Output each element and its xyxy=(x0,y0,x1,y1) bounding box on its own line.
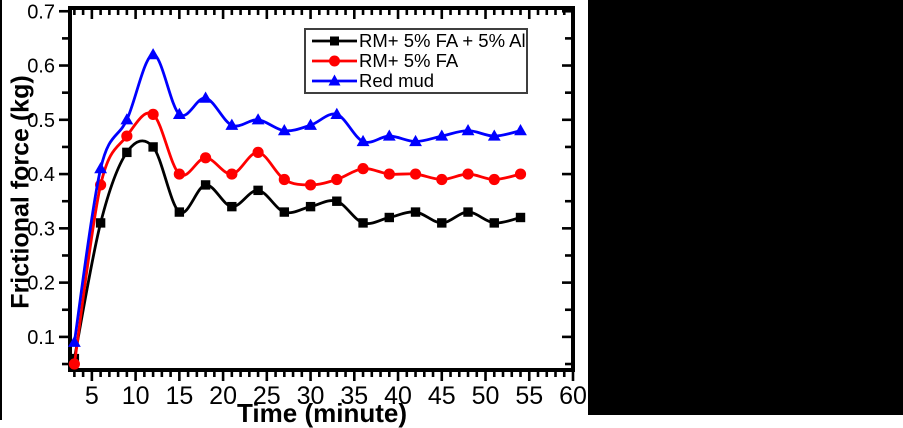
data-point-triangle-up xyxy=(251,113,265,125)
y-axis-title: Frictional force (kg) xyxy=(6,75,35,309)
data-point-square xyxy=(253,185,263,196)
data-point-triangle-up xyxy=(514,124,527,136)
x-tick-label: 50 xyxy=(472,382,500,410)
data-point-triangle-up xyxy=(277,124,291,136)
data-point-square xyxy=(463,207,473,217)
data-point-triangle-up xyxy=(304,118,317,130)
data-point-triangle-up xyxy=(435,129,449,141)
data-point-triangle-up xyxy=(409,134,422,147)
legend-entry-0: RM+ 5% FA + 5% Al xyxy=(311,31,526,51)
data-point-circle xyxy=(199,152,212,164)
y-tick-label: 0.3 xyxy=(27,218,55,240)
data-point-square xyxy=(148,142,158,152)
data-point-circle xyxy=(383,168,395,180)
legend-label: Red mud xyxy=(359,69,435,91)
data-point-circle xyxy=(304,179,317,191)
data-point-circle xyxy=(68,358,80,370)
data-point-circle xyxy=(278,173,290,186)
data-point-square xyxy=(358,218,368,228)
triangle-up-marker-icon xyxy=(311,72,359,90)
data-point-triangle-up xyxy=(94,162,108,174)
y-tick-label: 0.5 xyxy=(27,110,55,132)
y-tick-label: 0.1 xyxy=(27,327,55,349)
x-tick-label: 30 xyxy=(297,382,325,410)
y-tick-label: 0.6 xyxy=(27,56,55,78)
data-point-circle xyxy=(409,168,422,180)
x-tick-label: 60 xyxy=(559,382,587,410)
data-point-triangle-up xyxy=(199,91,212,103)
data-point-square xyxy=(489,218,499,228)
data-point-circle xyxy=(226,168,238,180)
x-tick-label: 25 xyxy=(253,382,281,410)
data-point-triangle-up xyxy=(382,129,396,141)
x-tick-label: 55 xyxy=(515,382,543,410)
series-line-1 xyxy=(72,111,521,365)
black-masked-region xyxy=(588,0,903,415)
series-line-2 xyxy=(72,53,521,343)
data-point-triangle-up xyxy=(330,107,344,119)
x-tick-label: 15 xyxy=(165,382,193,410)
legend-label: RM+ 5% FA + 5% Al xyxy=(359,29,526,51)
data-point-circle xyxy=(147,108,159,120)
y-tick-label: 0.7 xyxy=(27,1,55,23)
data-point-square xyxy=(95,218,106,228)
data-point-circle xyxy=(462,168,474,180)
y-tick-label: 0.2 xyxy=(27,273,55,295)
data-point-circle xyxy=(514,168,527,180)
x-tick-label: 40 xyxy=(384,382,412,410)
data-point-triangle-up xyxy=(120,113,134,125)
x-tick-label: 45 xyxy=(428,382,456,410)
data-point-square xyxy=(515,212,526,223)
data-point-circle xyxy=(357,163,369,175)
data-point-circle xyxy=(252,146,264,158)
data-point-triangle-up xyxy=(67,335,81,347)
legend: RM+ 5% FA + 5% Al RM+ 5% FA Red mud xyxy=(304,28,528,94)
left-edge-border xyxy=(0,0,2,420)
data-point-circle xyxy=(173,168,185,180)
legend-entry-2: Red mud xyxy=(311,71,526,91)
data-point-triangle-up xyxy=(172,107,186,119)
data-point-triangle-up xyxy=(356,134,370,147)
data-point-square xyxy=(122,147,132,158)
data-point-square xyxy=(174,207,185,217)
legend-label: RM+ 5% FA xyxy=(359,49,459,71)
data-point-square xyxy=(305,201,316,212)
data-point-triangle-up xyxy=(487,129,501,141)
data-point-circle xyxy=(488,173,500,186)
x-tick-label: 5 xyxy=(85,382,99,410)
data-point-square xyxy=(332,196,342,206)
series-line-0 xyxy=(72,139,521,359)
data-point-square xyxy=(384,212,394,223)
x-tick-label: 10 xyxy=(122,382,150,410)
x-tick-label: 20 xyxy=(209,382,237,410)
x-tick-label: 35 xyxy=(340,382,368,410)
data-point-square xyxy=(227,201,237,212)
data-point-circle xyxy=(436,173,448,186)
data-point-triangle-up xyxy=(225,118,239,130)
data-point-triangle-up xyxy=(146,48,160,60)
x-axis-title: Time (minute) xyxy=(237,398,407,428)
data-point-square xyxy=(437,218,447,228)
data-point-circle xyxy=(121,130,133,142)
plot-frame xyxy=(68,6,575,372)
data-point-circle xyxy=(331,173,343,186)
data-point-triangle-up xyxy=(461,124,475,136)
legend-entry-1: RM+ 5% FA xyxy=(311,51,526,71)
circle-marker-icon xyxy=(311,52,359,70)
square-marker-icon xyxy=(311,32,359,50)
y-tick-label: 0.4 xyxy=(27,164,55,186)
data-point-square xyxy=(200,180,211,190)
data-point-square xyxy=(279,207,290,217)
data-point-square xyxy=(410,207,421,217)
